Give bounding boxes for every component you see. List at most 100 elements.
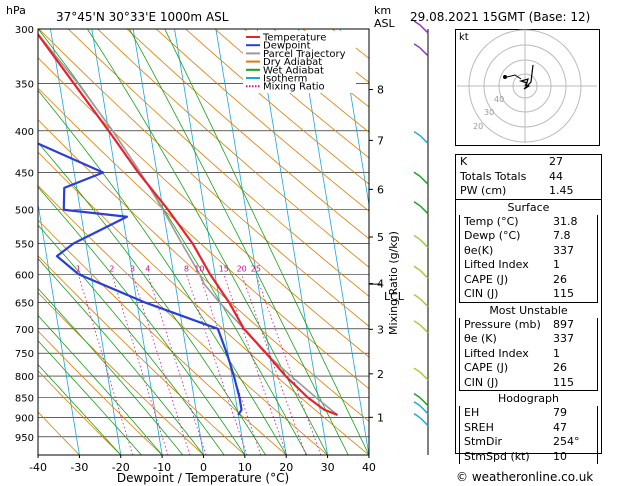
wind-barb bbox=[413, 265, 421, 271]
dry-adiabat-line bbox=[38, 57, 369, 358]
dry-adiabat-line bbox=[38, 255, 246, 455]
km-label: km bbox=[374, 4, 391, 17]
mixing-ratio-tick-label: 4 bbox=[145, 264, 150, 273]
surface-value: 115 bbox=[553, 287, 574, 300]
hodo-value: 47 bbox=[553, 420, 567, 434]
pressure-tick-label: 350 bbox=[15, 80, 34, 91]
copyright-credit: © weatheronline.co.uk bbox=[456, 470, 594, 484]
parcel-trajectory-line bbox=[38, 32, 339, 416]
wind-barb bbox=[419, 24, 429, 34]
isotherm-line bbox=[256, 29, 328, 455]
hodograph-trace bbox=[518, 64, 534, 90]
pressure-tick-label: 300 bbox=[15, 25, 34, 36]
surface-label: CIN (J) bbox=[464, 287, 499, 300]
x-tick-label: 40 bbox=[362, 461, 376, 474]
x-tick-label: -20 bbox=[112, 461, 130, 474]
surface-label: Temp (°C) bbox=[464, 214, 519, 228]
mu-value: 897 bbox=[553, 317, 574, 331]
wind-barb bbox=[413, 171, 421, 177]
legend-label: Dry Adiabat bbox=[263, 57, 322, 68]
hodograph-storm-motion bbox=[503, 75, 507, 79]
wind-barb bbox=[413, 234, 421, 241]
wind-barb bbox=[413, 201, 421, 207]
hodograph-stats-title: Hodograph bbox=[498, 392, 559, 405]
legend-label: Mixing Ratio bbox=[263, 82, 325, 93]
mu-value: 1 bbox=[553, 346, 560, 360]
pressure-tick-label: 800 bbox=[15, 372, 34, 383]
wind-barb bbox=[413, 320, 421, 326]
isotherm-line bbox=[174, 29, 246, 455]
surface-value: 26 bbox=[553, 272, 567, 286]
surface-value: 1 bbox=[553, 258, 560, 271]
wind-barb bbox=[413, 20, 421, 26]
mu-value: 115 bbox=[553, 375, 574, 389]
dry-adiabat-line bbox=[97, 29, 369, 268]
surface-title: Surface bbox=[456, 198, 601, 215]
pressure-tick-label: 600 bbox=[15, 270, 34, 281]
hodo-label: StmDir bbox=[464, 435, 503, 448]
isotherm-line bbox=[298, 29, 369, 455]
legend-label: Parcel Trajectory bbox=[263, 49, 346, 60]
pressure-tick-label: 900 bbox=[15, 414, 34, 425]
wet-adiabat-line bbox=[38, 186, 246, 455]
km-tick-label: 6 bbox=[377, 183, 384, 196]
mu-value: 26 bbox=[553, 361, 567, 374]
mixing-ratio-line bbox=[255, 274, 322, 455]
pressure-tick-label: 450 bbox=[15, 168, 34, 179]
mu-value: 337 bbox=[553, 332, 574, 345]
km-tick-label: 2 bbox=[377, 368, 384, 381]
mixing-ratio-tick-label: 2 bbox=[109, 264, 114, 273]
x-tick-label: -30 bbox=[70, 461, 88, 474]
mixing-ratio-line bbox=[223, 274, 288, 455]
mixing-ratio-tick-label: 25 bbox=[251, 264, 261, 273]
wind-barb bbox=[419, 238, 429, 248]
pressure-tick-label: 850 bbox=[15, 393, 34, 404]
dry-adiabat-line bbox=[38, 151, 369, 455]
hodo-value: 10 bbox=[553, 449, 567, 463]
wet-adiabat-line bbox=[87, 29, 328, 455]
indices-panel: K 27 Totals Totals 44 PW (cm) 1.45 Surface … bbox=[455, 154, 602, 464]
wind-barb bbox=[419, 269, 429, 279]
wind-barb bbox=[413, 130, 421, 137]
x-tick-label: -10 bbox=[153, 461, 171, 474]
surface-label: CAPE (J) bbox=[464, 272, 509, 286]
wind-barb bbox=[419, 324, 429, 334]
hodo-value: 79 bbox=[553, 406, 567, 419]
mu-label: Pressure (mb) bbox=[464, 317, 541, 331]
wind-barb bbox=[419, 298, 429, 308]
km-tick-label: 7 bbox=[377, 134, 384, 147]
pressure-tick-label: 950 bbox=[15, 433, 34, 444]
hodograph-unit: kt bbox=[459, 32, 469, 43]
mixing-ratio-tick-label: 8 bbox=[184, 264, 189, 273]
surface-value: 337 bbox=[553, 243, 574, 257]
dewpoint-line bbox=[38, 142, 243, 416]
dry-adiabat-line bbox=[38, 29, 369, 327]
pressure-tick-label: 500 bbox=[15, 206, 34, 217]
isotherm-line bbox=[91, 29, 163, 455]
wind-barb bbox=[419, 397, 429, 407]
dry-adiabat-line bbox=[38, 292, 204, 455]
pressure-tick-label: 700 bbox=[15, 325, 34, 336]
lcl-label: LCL bbox=[384, 290, 405, 303]
dry-adiabat-line bbox=[185, 29, 369, 185]
surface-value: 7.8 bbox=[553, 229, 571, 242]
mixing-ratio-tick-label: 1 bbox=[76, 264, 81, 273]
km-tick-label: 8 bbox=[377, 84, 384, 97]
x-tick-label: 30 bbox=[321, 461, 335, 474]
isotherm-line bbox=[339, 29, 369, 208]
index-label: PW (cm) bbox=[460, 184, 507, 197]
x-tick-label: 0 bbox=[200, 461, 207, 474]
index-value: 44 bbox=[549, 169, 563, 183]
wind-barb bbox=[413, 401, 421, 407]
pressure-tick-label: 400 bbox=[15, 127, 34, 138]
x-tick-label: 10 bbox=[238, 461, 252, 474]
wind-barb-column bbox=[413, 20, 429, 455]
wind-barb bbox=[413, 393, 421, 399]
dry-adiabat-line bbox=[155, 29, 369, 212]
wet-adiabat-line bbox=[38, 89, 287, 455]
x-tick-label: -40 bbox=[29, 461, 47, 474]
wet-adiabat-line bbox=[38, 287, 184, 455]
pressure-tick-label: 750 bbox=[15, 349, 34, 360]
legend-label: Wet Adiabat bbox=[263, 65, 324, 76]
